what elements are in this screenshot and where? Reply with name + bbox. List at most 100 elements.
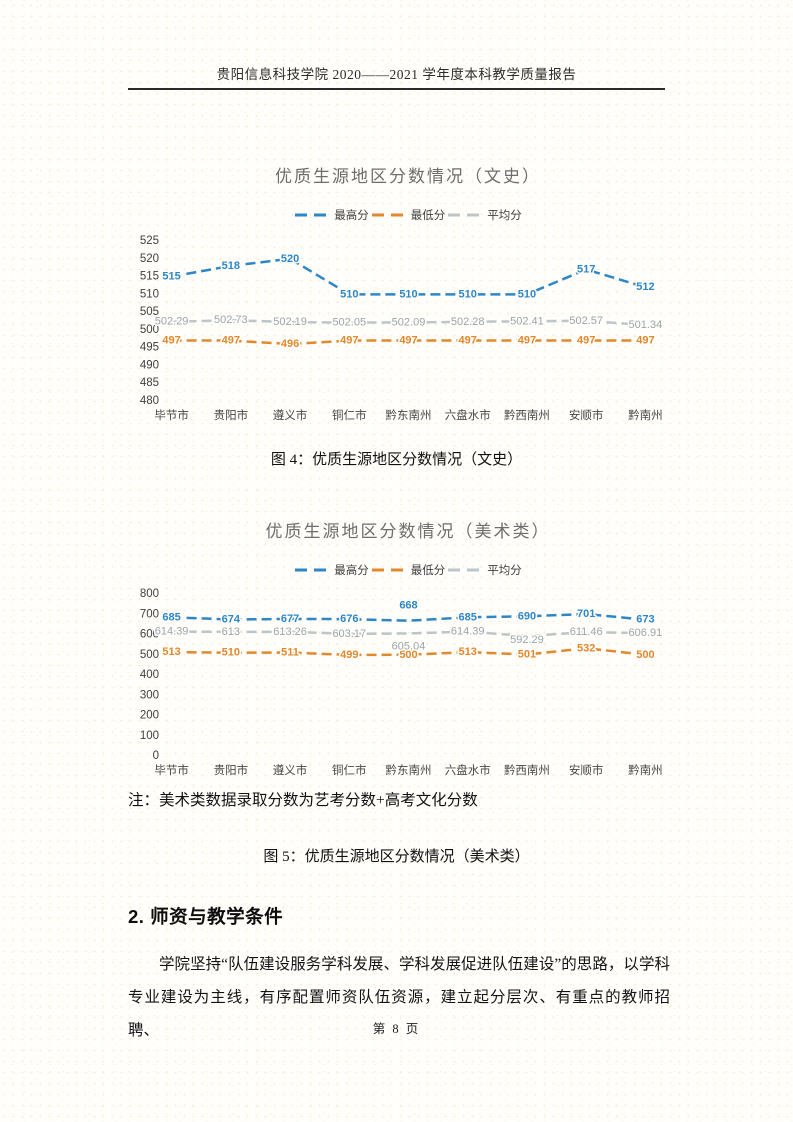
data-label: 676 xyxy=(340,613,358,625)
data-label: 668 xyxy=(399,600,417,612)
line-chart-wenshi: 5255205155105055004954904854805155185205… xyxy=(140,235,664,422)
series-line-2 xyxy=(171,318,646,327)
x-category-label: 贵阳市 xyxy=(214,408,249,422)
figure-4-chart: 优质生源地区分数情况（文史） 最高分 最低分 平均分 525 520 xyxy=(128,150,688,431)
y-axis-tick: 510 xyxy=(140,288,159,300)
y-axis-tick: 520 xyxy=(140,253,159,265)
body-paragraph: 学院坚持“队伍建设服务学科发展、学科发展促进队伍建设”的思路，以学科专业建设为主… xyxy=(128,956,670,1039)
legend-item-max: 最高分 xyxy=(294,207,369,223)
legend-label-max: 最高分 xyxy=(334,565,369,577)
data-label: 502.05 xyxy=(332,317,366,329)
section-heading: 2. 师资与教学条件 xyxy=(128,906,284,927)
data-label: 518 xyxy=(222,260,240,272)
data-label: 513 xyxy=(459,646,477,658)
chart2-legend: 最高分 最低分 平均分 xyxy=(128,562,688,578)
series-line-1 xyxy=(171,647,646,657)
data-label: 614.39 xyxy=(155,626,189,638)
legend-label-max: 最高分 xyxy=(334,210,369,222)
x-category-label: 六盘水市 xyxy=(445,408,491,422)
x-category-label: 遵义市 xyxy=(273,763,308,777)
data-label: 497 xyxy=(636,335,654,347)
x-category-label: 黔南州 xyxy=(628,763,663,777)
data-label: 603.17 xyxy=(332,628,366,640)
data-label: 497 xyxy=(340,335,358,347)
x-category-label: 六盘水市 xyxy=(445,763,491,777)
data-label: 502.29 xyxy=(155,316,189,328)
data-label: 611.46 xyxy=(570,626,603,638)
y-axis-tick: 500 xyxy=(140,324,159,336)
series-line-2 xyxy=(171,630,646,638)
x-category-label: 毕节市 xyxy=(154,408,189,422)
data-label: 500 xyxy=(636,649,654,661)
data-label: 511 xyxy=(281,647,299,659)
data-label: 502.19 xyxy=(273,316,307,328)
page-number: 第 8 页 xyxy=(372,1022,421,1036)
x-category-label: 贵阳市 xyxy=(214,763,249,777)
data-label: 501.34 xyxy=(629,319,663,331)
y-axis-tick: 100 xyxy=(140,730,159,742)
data-label: 510 xyxy=(222,647,240,659)
data-label: 496 xyxy=(281,338,299,350)
series-line-0 xyxy=(171,257,646,296)
x-category-label: 黔东南州 xyxy=(386,408,432,422)
data-label: 497 xyxy=(162,335,180,347)
y-axis-tick: 600 xyxy=(140,629,159,641)
data-label: 510 xyxy=(399,288,417,300)
y-axis-tick: 400 xyxy=(140,669,159,681)
y-axis-tick: 800 xyxy=(140,588,159,600)
x-category-label: 黔西南州 xyxy=(504,763,550,777)
data-label: 497 xyxy=(459,335,477,347)
data-label: 497 xyxy=(222,335,240,347)
y-axis-tick: 700 xyxy=(140,608,159,620)
data-label: 502.73 xyxy=(214,314,248,326)
x-category-label: 安顺市 xyxy=(569,763,604,777)
x-category-label: 毕节市 xyxy=(154,763,189,777)
data-label: 532 xyxy=(577,642,595,654)
data-label: 497 xyxy=(399,335,417,347)
y-axis-tick: 495 xyxy=(140,342,159,354)
data-label: 512 xyxy=(636,281,654,293)
data-label: 690 xyxy=(518,610,536,622)
data-label: 510 xyxy=(340,288,358,300)
x-category-label: 铜仁市 xyxy=(332,763,367,777)
report-header-title: 贵阳信息科技学院 2020——2021 学年度本科教学质量报告 xyxy=(216,67,577,82)
dashed-line-icon xyxy=(448,568,483,572)
data-label: 613.26 xyxy=(273,626,307,638)
header-divider xyxy=(128,88,665,90)
x-category-label: 安顺市 xyxy=(569,408,604,422)
data-label: 613 xyxy=(222,626,240,638)
line-chart-meishu: 800 700 600 500 400 300 200 100 0 685 674 677 676 668… xyxy=(140,588,664,777)
data-label: 674 xyxy=(222,614,241,626)
figure-5-caption: 图 5：优质生源地区分数情况（美术类） xyxy=(263,849,530,865)
y-axis-tick: 0 xyxy=(153,750,159,762)
legend-label-avg: 平均分 xyxy=(487,210,522,222)
y-axis-tick: 480 xyxy=(140,395,159,407)
x-category-label: 黔东南州 xyxy=(386,763,432,777)
data-label: 499 xyxy=(340,649,358,661)
data-label: 517 xyxy=(577,263,595,275)
dashed-line-icon xyxy=(295,568,330,572)
data-label: 500 xyxy=(399,649,417,661)
y-axis-tick: 500 xyxy=(140,649,159,661)
data-label: 502.28 xyxy=(451,316,485,328)
data-label: 497 xyxy=(577,335,595,347)
data-label: 497 xyxy=(518,335,536,347)
chart1-legend: 最高分 最低分 平均分 xyxy=(128,207,688,223)
data-label: 502.57 xyxy=(569,315,603,327)
series-line-0 xyxy=(171,612,646,622)
legend-item-min: 最低分 xyxy=(371,562,446,578)
legend-label-min: 最低分 xyxy=(410,565,446,577)
y-axis-tick: 200 xyxy=(140,710,159,722)
x-category-label: 黔南州 xyxy=(628,408,663,422)
data-label: 677 xyxy=(281,613,299,625)
figure-4-caption: 图 4：优质生源地区分数情况（文史） xyxy=(270,452,523,468)
x-category-label: 遵义市 xyxy=(273,408,308,422)
y-axis-tick: 300 xyxy=(140,689,159,701)
data-label: 502.09 xyxy=(392,316,426,328)
data-label: 513 xyxy=(162,646,180,658)
data-label: 701 xyxy=(577,608,595,620)
data-label: 510 xyxy=(518,288,536,300)
series-line-1 xyxy=(171,339,646,346)
y-axis-tick: 490 xyxy=(140,359,159,371)
